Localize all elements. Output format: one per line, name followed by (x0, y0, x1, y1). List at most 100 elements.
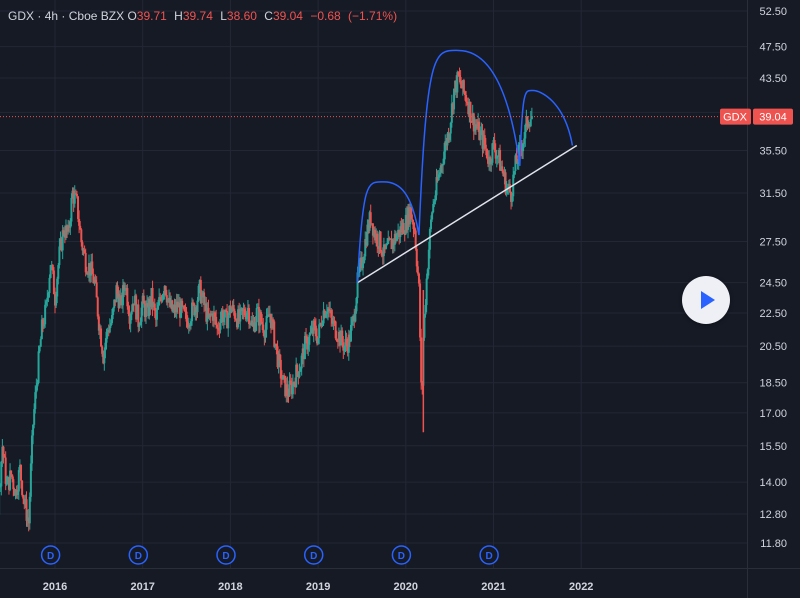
candle-body (335, 338, 338, 341)
candle-body (334, 321, 337, 339)
candle-body (455, 80, 458, 93)
candle-body (369, 212, 372, 224)
candle-body (56, 278, 59, 297)
candle-body (233, 310, 236, 319)
candle-body (223, 309, 226, 318)
candle-body (288, 380, 291, 397)
candle-body (324, 313, 327, 318)
dividend-marker[interactable] (479, 545, 499, 565)
candle-body (45, 301, 48, 305)
candle-body (3, 456, 6, 458)
candle-body (530, 116, 533, 120)
y-tick-label: 18.50 (759, 378, 787, 390)
candle-body (434, 195, 437, 202)
candle-body (414, 230, 417, 250)
candle-body (391, 239, 394, 250)
candle-body (271, 319, 274, 329)
candle-body (155, 309, 158, 320)
candle-body (408, 207, 411, 225)
candle-body (484, 144, 487, 149)
candle-body (261, 321, 264, 325)
candle-body (183, 306, 186, 311)
arc-drawing[interactable] (356, 181, 420, 283)
candle-body (222, 317, 225, 323)
candle-body (246, 307, 249, 313)
candle-body (485, 148, 488, 158)
dividend-marker[interactable] (128, 545, 149, 565)
candle-body (210, 313, 213, 316)
candle-body (347, 334, 350, 353)
candle-body (105, 331, 108, 343)
candle-body (264, 329, 267, 338)
candle-body (423, 314, 426, 338)
candle-body (49, 265, 52, 278)
candle-body (143, 303, 146, 318)
candle-body (24, 499, 27, 505)
candle-body (34, 392, 37, 410)
candle-body (64, 225, 67, 238)
candle-body (96, 297, 99, 317)
candle-body (365, 239, 368, 246)
candle-body (141, 295, 144, 308)
candle-body (150, 287, 153, 307)
candle-body (198, 280, 201, 286)
candle-body (85, 272, 88, 274)
candle-body (161, 295, 164, 302)
candle-body (302, 348, 305, 360)
candle-body (465, 95, 468, 102)
candle-body (405, 214, 408, 230)
candle-body (48, 277, 51, 294)
x-axis[interactable]: 2016 2017 2018 2019 2020 2021 2022 (0, 568, 800, 594)
dividend-marker[interactable] (391, 545, 412, 565)
candle-body (419, 283, 422, 338)
candle-body (89, 262, 92, 276)
candle-body (424, 304, 427, 315)
candle-body (440, 165, 443, 167)
candle-body (367, 224, 370, 231)
trendline[interactable] (357, 144, 578, 284)
candles (0, 67, 533, 532)
candle-body (54, 294, 56, 306)
dividend-marker[interactable] (216, 545, 236, 565)
candle-body (356, 272, 359, 298)
candle-body (291, 382, 294, 395)
y-tick-label: 20.50 (759, 341, 787, 353)
candle-body (256, 306, 259, 308)
candle-body (241, 308, 244, 312)
candle-body (437, 174, 440, 181)
x-tick-label: 2022 (569, 581, 593, 593)
candle-body (493, 140, 496, 151)
candle-body (318, 324, 321, 338)
candle-body (310, 327, 313, 333)
arc-drawing[interactable] (418, 49, 521, 236)
candle-body (101, 346, 104, 354)
drawings[interactable] (356, 49, 578, 284)
dividend-marker[interactable] (40, 545, 61, 565)
legend-exchange: Cboe BZX (68, 9, 125, 23)
candle-body (234, 318, 237, 321)
candle-body (458, 75, 461, 78)
candle-body (91, 261, 94, 274)
candle-body (364, 239, 367, 257)
candle-body (457, 72, 460, 76)
candle-body (39, 339, 42, 347)
candle-body (321, 323, 324, 326)
y-axis[interactable]: 52.5047.5043.5039.5035.5031.5027.5024.50… (747, 0, 788, 598)
candle-body (370, 223, 373, 225)
candle-body (445, 141, 448, 146)
candle-body (459, 77, 462, 85)
legend-interval[interactable]: 4h (44, 9, 59, 23)
play-button[interactable] (682, 276, 730, 324)
candle-body (78, 218, 81, 226)
candle-body (176, 301, 179, 308)
legend-high-label: H (174, 9, 183, 23)
candle-body (175, 301, 178, 313)
dividend-marker[interactable] (303, 545, 324, 565)
dividend-label: D (47, 551, 54, 562)
candle-body (283, 375, 286, 377)
legend-symbol[interactable]: GDX (8, 9, 35, 23)
candle-body (487, 157, 490, 164)
candle-body (5, 483, 8, 485)
